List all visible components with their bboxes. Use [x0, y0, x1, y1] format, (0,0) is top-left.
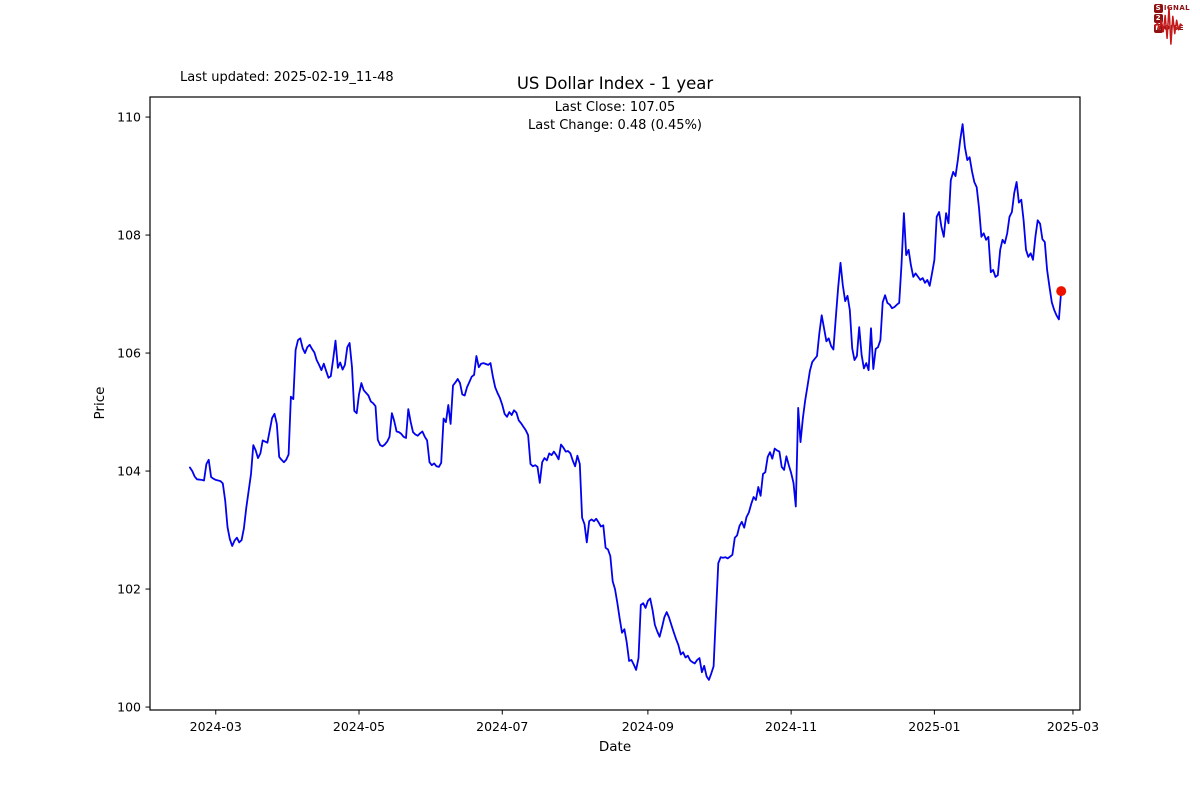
x-tick-label: 2024-07	[476, 719, 528, 734]
x-axis-label: Date	[599, 739, 631, 755]
chart-plot-area: 2024-03 2024-05 2024-07 2024-09 2024-11 2025-…	[117, 96, 1099, 734]
last-close-annotation: Last Close: 107.05	[555, 100, 676, 115]
logo-row-2: 2	[1153, 14, 1190, 23]
logo-letter-2: 2	[1153, 14, 1163, 23]
waveform-icon	[1153, 7, 1183, 45]
price-line	[188, 123, 1063, 681]
y-tick-label: 100	[117, 700, 141, 715]
logo-text-ignal: IGNAL	[1163, 4, 1190, 12]
signal2noise-logo: S IGNAL 2 N OISE	[1153, 4, 1190, 45]
y-tick-label: 108	[117, 228, 141, 243]
chart-title: US Dollar Index - 1 year	[517, 74, 714, 93]
x-tick-label: 2024-05	[333, 719, 385, 734]
logo-row-signal: S IGNAL	[1153, 4, 1190, 13]
x-tick-label: 2024-03	[190, 719, 242, 734]
x-tick-label: 2024-09	[622, 719, 674, 734]
y-tick-label: 110	[117, 110, 141, 125]
logo-letter-s: S	[1153, 4, 1163, 13]
y-axis-label: Price	[92, 387, 108, 420]
last-updated-label: Last updated: 2025-02-19_11-48	[180, 70, 394, 85]
x-tick-label: 2025-01	[908, 719, 960, 734]
x-tick-label: 2025-03	[1047, 719, 1099, 734]
y-tick-label: 102	[117, 582, 141, 597]
x-tick-label: 2024-11	[765, 719, 817, 734]
last-close-dot	[1056, 286, 1067, 297]
y-tick-label: 104	[117, 464, 141, 479]
plot-border	[149, 96, 1081, 711]
last-change-annotation: Last Change: 0.48 (0.45%)	[528, 118, 702, 133]
y-tick-label: 106	[117, 346, 141, 361]
